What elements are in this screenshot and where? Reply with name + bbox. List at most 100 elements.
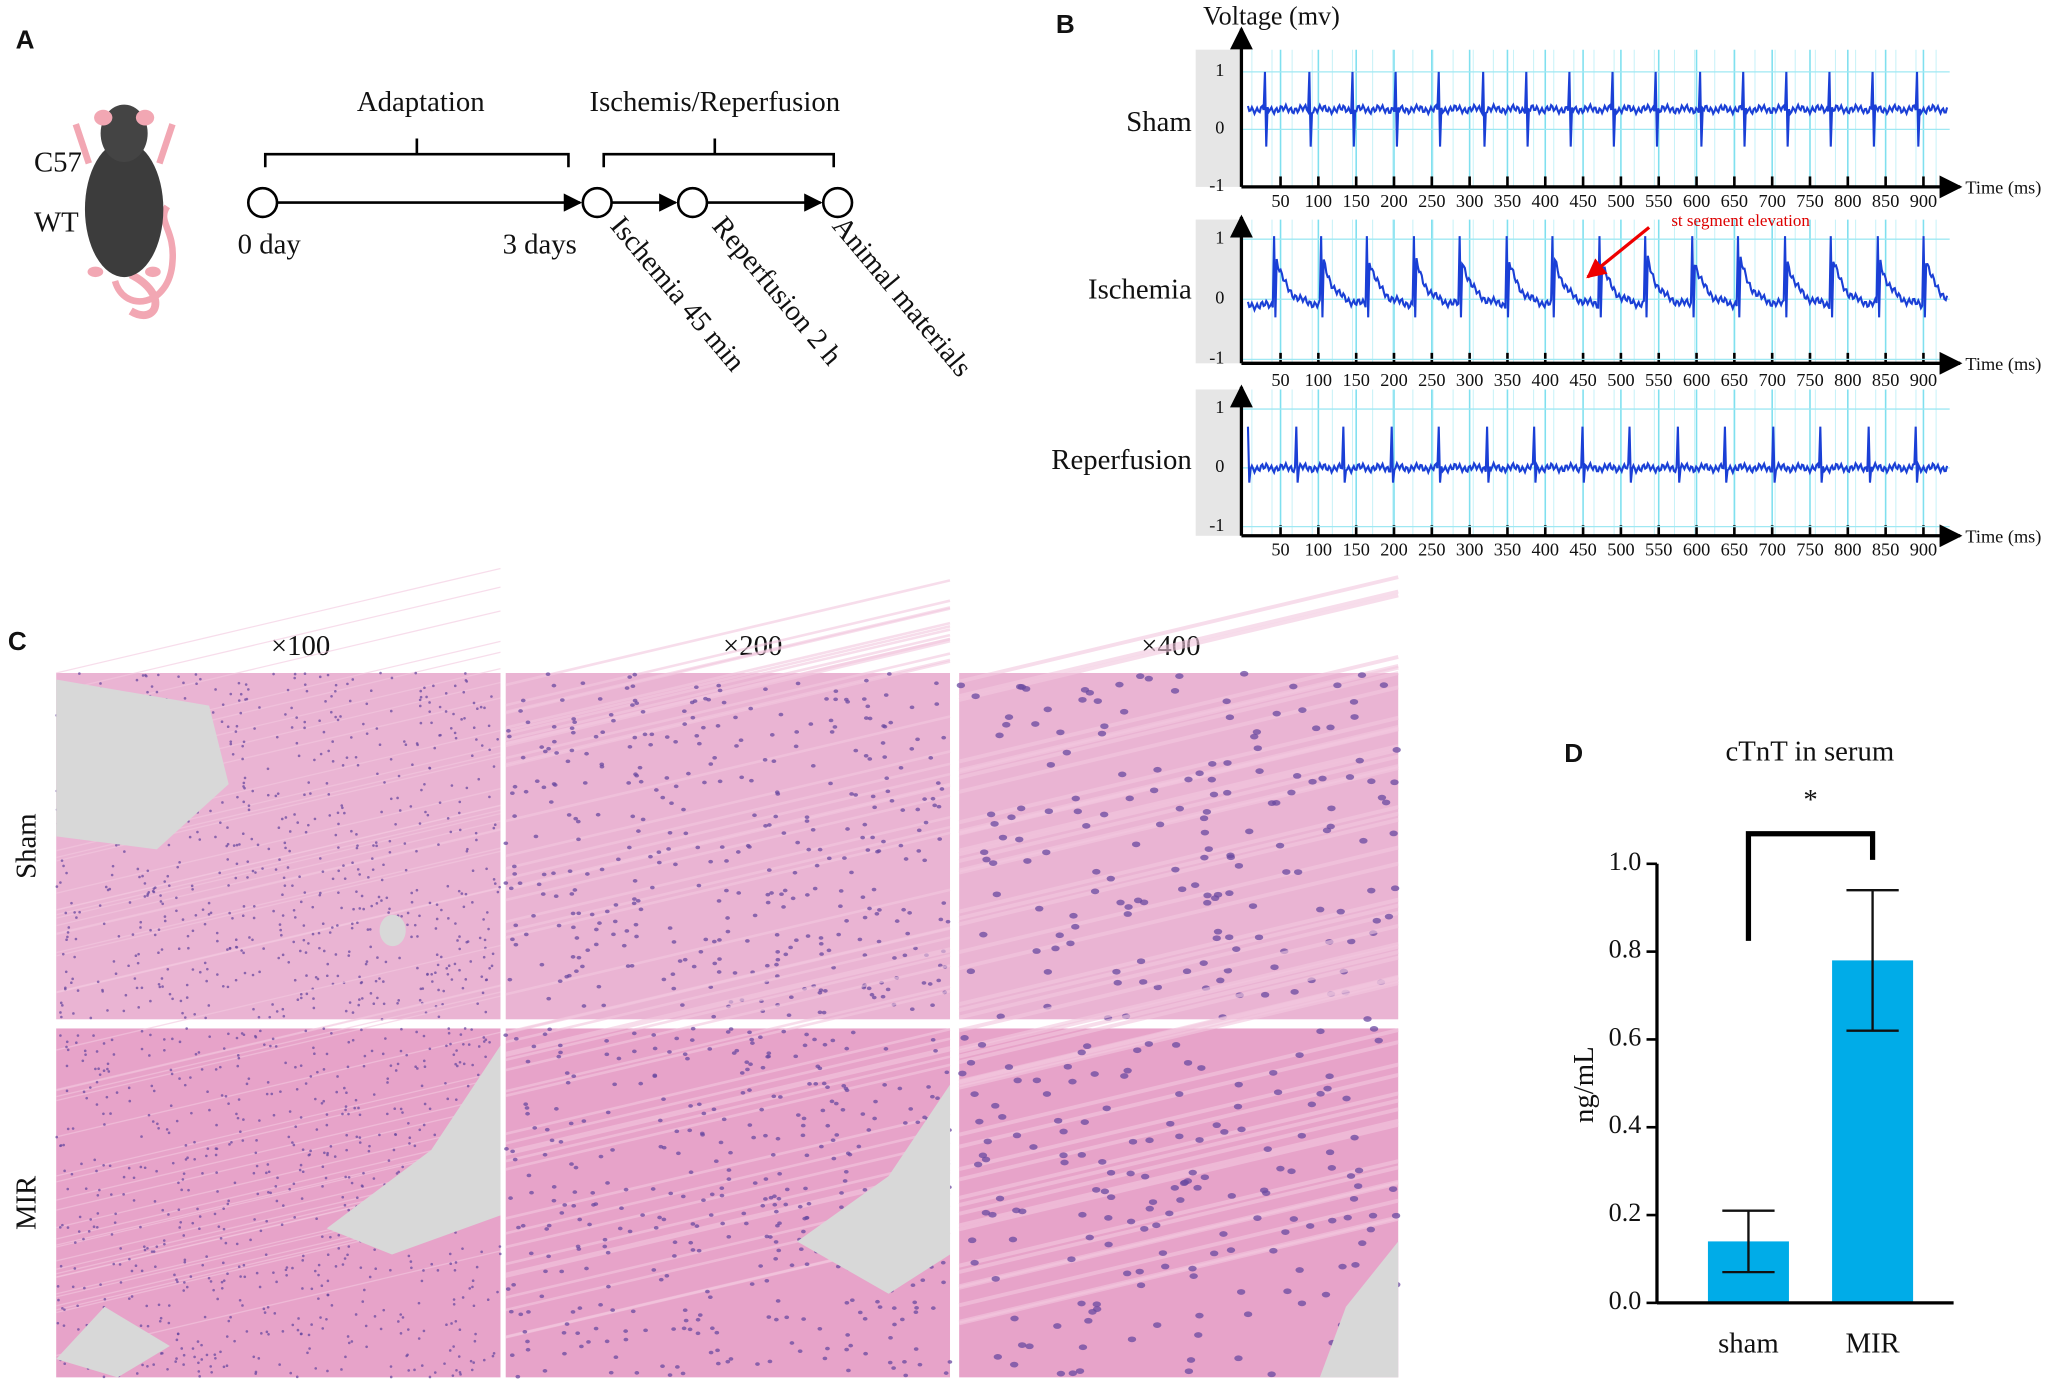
nucleus — [234, 938, 238, 942]
nucleus — [940, 1260, 946, 1265]
nucleus — [59, 1264, 63, 1268]
nucleus — [1068, 1078, 1077, 1085]
nucleus — [380, 878, 384, 882]
nucleus — [336, 974, 340, 978]
fiber — [56, 828, 501, 935]
nucleus — [341, 764, 345, 767]
nucleus — [771, 1094, 777, 1099]
nucleus — [360, 1184, 364, 1188]
nucleus — [475, 738, 478, 741]
nucleus — [242, 800, 246, 804]
fiber — [505, 985, 951, 1093]
nucleus — [687, 1327, 693, 1332]
nucleus — [1240, 670, 1249, 677]
nucleus — [569, 892, 575, 896]
nucleus — [466, 847, 469, 851]
nucleus — [110, 1038, 114, 1042]
nucleus — [396, 796, 399, 800]
nucleus — [472, 1304, 476, 1308]
nucleus — [763, 824, 768, 828]
nucleus — [426, 973, 429, 976]
nucleus — [739, 775, 745, 780]
nucleus — [452, 712, 455, 716]
nucleus — [281, 914, 285, 917]
nucleus — [910, 1283, 916, 1288]
nucleus — [314, 1367, 318, 1370]
nucleus — [355, 1196, 359, 1200]
timeline — [246, 186, 854, 219]
nucleus — [764, 1278, 770, 1283]
nucleus — [1325, 1073, 1334, 1080]
nucleus — [109, 1112, 112, 1115]
nucleus — [293, 813, 296, 816]
nucleus — [932, 803, 938, 808]
nucleus — [321, 870, 325, 873]
nucleus — [344, 1355, 347, 1359]
nucleus — [551, 871, 556, 876]
nucleus — [915, 807, 921, 812]
nucleus — [668, 1191, 674, 1196]
nucleus — [468, 1287, 472, 1290]
nucleus — [452, 1053, 456, 1056]
nucleus — [353, 1106, 357, 1110]
panel-label: C — [8, 626, 27, 656]
nucleus — [580, 964, 585, 969]
nucleus — [140, 1269, 144, 1273]
nucleus — [1075, 1368, 1085, 1374]
nucleus — [1158, 1250, 1168, 1256]
nucleus — [320, 1101, 324, 1105]
nucleus — [804, 1216, 809, 1220]
nucleus — [209, 1280, 213, 1283]
nucleus — [702, 780, 707, 785]
nucleus — [281, 1330, 285, 1333]
nucleus — [822, 1356, 828, 1361]
nucleus — [512, 814, 517, 818]
nucleus — [664, 1273, 670, 1278]
nucleus — [453, 962, 457, 966]
nucleus — [255, 1271, 259, 1275]
nucleus — [395, 1172, 399, 1175]
nucleus — [1029, 1144, 1038, 1150]
nucleus — [773, 814, 779, 819]
x-tick-label: 650 — [1721, 370, 1748, 390]
x-tick-label: 200 — [1380, 191, 1407, 211]
nucleus — [225, 1335, 229, 1338]
nucleus — [351, 1038, 355, 1042]
nucleus — [608, 1370, 614, 1375]
nucleus — [454, 1261, 458, 1264]
nucleus — [381, 1052, 385, 1056]
nucleus — [642, 732, 648, 737]
nucleus — [362, 1171, 365, 1175]
nucleus — [872, 805, 877, 810]
nucleus — [933, 1048, 938, 1053]
fiber — [56, 829, 501, 936]
nucleus — [1295, 1052, 1304, 1058]
nucleus — [589, 912, 595, 917]
nucleus — [681, 1326, 687, 1331]
nucleus — [473, 1339, 477, 1343]
nucleus — [109, 1193, 113, 1196]
nucleus — [916, 828, 922, 833]
nucleus — [98, 904, 102, 907]
nucleus — [741, 1211, 747, 1216]
nucleus — [76, 989, 80, 992]
fiber — [958, 1098, 1399, 1207]
nucleus — [304, 951, 308, 954]
nucleus — [496, 1290, 499, 1294]
nucleus — [871, 995, 877, 1000]
nucleus — [941, 735, 947, 740]
nucleus — [198, 1215, 202, 1218]
nucleus — [652, 1046, 658, 1051]
fiber — [958, 665, 1399, 775]
nucleus — [447, 1027, 451, 1030]
nucleus — [410, 900, 414, 904]
nucleus — [1106, 1169, 1116, 1176]
nucleus — [843, 1169, 849, 1174]
nucleus — [279, 1090, 282, 1093]
nucleus — [1290, 988, 1299, 995]
lumen — [1319, 1241, 1399, 1378]
nucleus — [314, 975, 318, 979]
nucleus — [844, 919, 849, 923]
nucleus — [658, 1144, 664, 1149]
nucleus — [844, 1347, 850, 1352]
